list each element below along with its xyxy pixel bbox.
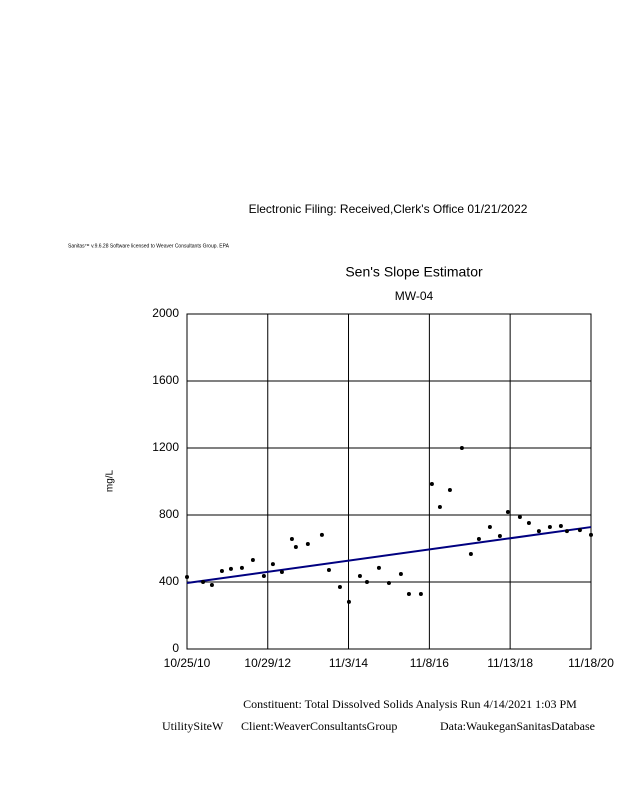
y-axis-label: mg/L [105, 469, 116, 492]
data-point [437, 504, 442, 509]
x-tick-label: 11/18/20 [568, 656, 614, 670]
data-point [293, 544, 298, 549]
license-note: Sanitas™ v.9.6.28 Software licensed to W… [68, 243, 230, 249]
data-point [459, 446, 464, 450]
y-tick-label: 2000 [152, 306, 179, 320]
data-point [418, 592, 423, 597]
data-point [547, 525, 552, 530]
data-point [447, 488, 452, 493]
data-point [239, 565, 244, 570]
data-point [505, 509, 510, 514]
data-point [589, 532, 593, 537]
x-tick-label: 11/3/14 [329, 656, 368, 670]
data-point [261, 573, 266, 578]
data-point [364, 580, 369, 584]
data-point [201, 580, 206, 584]
x-tick-label: 11/13/18 [487, 656, 533, 670]
footer-client: Client:WeaverConsultantsGroup [241, 719, 397, 733]
plot-area [186, 313, 592, 650]
data-point [185, 574, 189, 579]
data-point [305, 541, 310, 546]
data-point [526, 521, 531, 526]
data-point [326, 567, 331, 572]
data-point [376, 565, 381, 570]
data-point [406, 592, 411, 597]
data-point [398, 571, 403, 576]
footer-site: UtilitySiteW [162, 719, 224, 733]
footer-line: Constituent: Total Dissolved Solids Anal… [243, 697, 577, 711]
data-point [429, 482, 434, 487]
data-point [209, 583, 214, 588]
data-point [517, 515, 522, 520]
data-point [357, 573, 362, 578]
x-tick-label: 10/29/12 [244, 656, 291, 670]
filing-note: Electronic Filing: Received,Clerk's Offi… [249, 202, 528, 216]
data-point [337, 585, 342, 590]
footer-data: Data:WaukeganSanitasDatabase [440, 719, 595, 733]
data-point [487, 525, 492, 530]
y-tick-label: 400 [159, 574, 179, 588]
data-point [386, 581, 391, 586]
y-tick-label: 0 [172, 641, 179, 655]
chart-title: Sen's Slope Estimator [345, 264, 483, 280]
data-point [270, 562, 275, 567]
data-point [346, 599, 351, 604]
data-point [219, 568, 224, 573]
trend-line [186, 526, 592, 584]
chart-subtitle: MW-04 [395, 289, 434, 303]
data-point [289, 536, 294, 541]
data-point [319, 532, 324, 537]
y-tick-label: 1200 [152, 440, 179, 454]
x-tick-label: 11/8/16 [410, 656, 449, 670]
data-point [558, 524, 563, 529]
y-tick-label: 800 [159, 507, 179, 521]
data-point [536, 529, 541, 534]
x-tick-label: 10/25/10 [164, 656, 211, 670]
data-point [279, 569, 284, 574]
y-tick-label: 1600 [152, 373, 179, 387]
data-point [476, 536, 481, 541]
data-point [468, 552, 473, 557]
data-point [577, 528, 582, 533]
data-point [228, 566, 233, 571]
data-point [497, 533, 502, 538]
data-point [564, 529, 569, 534]
data-point [250, 558, 255, 563]
